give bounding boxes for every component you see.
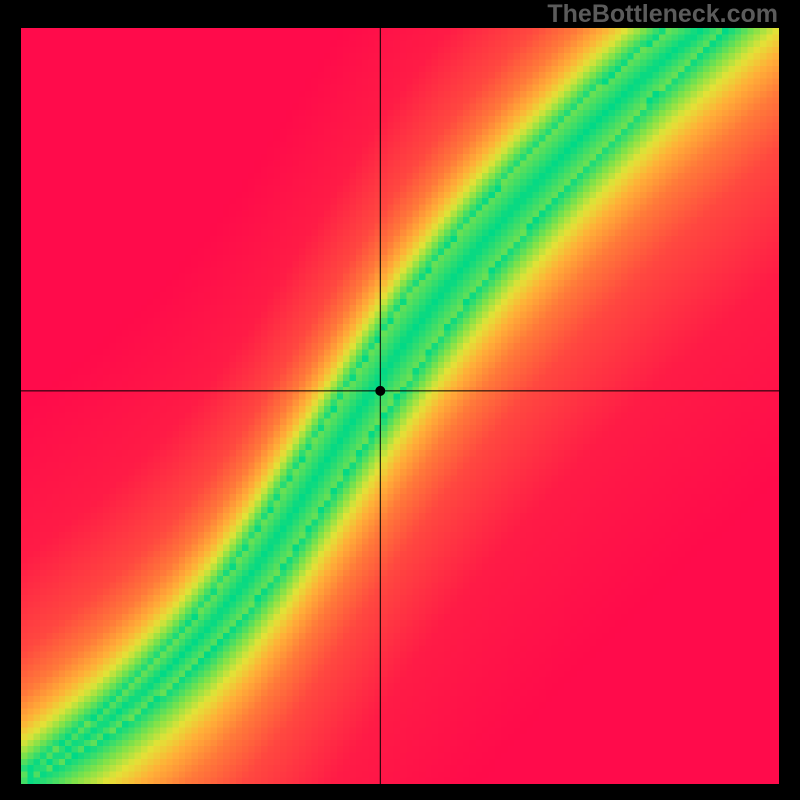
chart-container: { "source_watermark": { "text": "TheBott… bbox=[0, 0, 800, 800]
source-watermark: TheBottleneck.com bbox=[547, 0, 778, 29]
bottleneck-heatmap bbox=[21, 28, 779, 784]
